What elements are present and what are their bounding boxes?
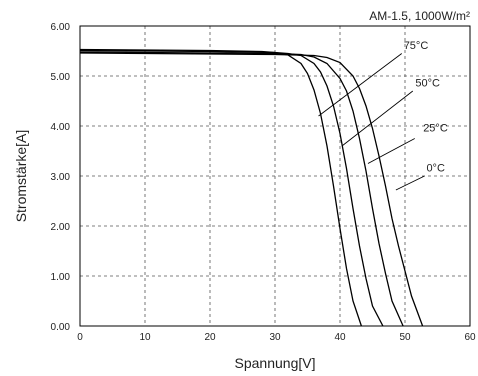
plot-frame [79,25,471,327]
x-tick-label: 40 [334,332,346,343]
y-tick-label: 2.00 [51,222,71,233]
y-axis-label: Stromstärke[A] [13,130,29,223]
x-tick-label: 60 [464,332,476,343]
x-tick-label: 30 [269,332,281,343]
y-tick-label: 4.00 [51,122,71,133]
x-tick-label: 20 [204,332,216,343]
leader-line-3 [395,175,425,191]
series-line-2 [79,51,404,327]
y-tick-labels: 0.00 1.00 2.00 3.00 4.00 5.00 6.00 [51,22,71,333]
leader-line-0 [318,53,403,117]
x-tick-labels: 0 10 20 30 40 50 60 [77,332,476,343]
grid [80,26,470,326]
series-line-3 [79,52,424,327]
irradiance-annotation: AM-1.5, 1000W/m² [369,9,470,23]
curve-label-1: 50°C [415,78,440,90]
curve-label-2: 25°C [423,123,448,135]
curves [79,48,424,327]
series-line-1 [79,49,384,327]
y-tick-label: 5.00 [51,72,71,83]
label-leader-lines [318,53,425,191]
x-axis-label: Spannung[V] [235,355,316,371]
leader-line-1 [341,90,414,147]
x-tick-label: 10 [139,332,151,343]
y-tick-label: 1.00 [51,272,71,283]
x-tick-label: 0 [77,332,83,343]
curve-labels: 75°C 50°C 25°C 0°C [404,40,448,175]
y-tick-label: 3.00 [51,172,71,183]
curve-label-0: 75°C [404,40,429,52]
series-line-0 [79,48,363,327]
x-tick-label: 50 [399,332,411,343]
curve-label-3: 0°C [426,163,445,175]
y-tick-label: 6.00 [51,22,71,33]
leader-line-2 [367,138,415,164]
y-tick-label: 0.00 [51,322,71,333]
